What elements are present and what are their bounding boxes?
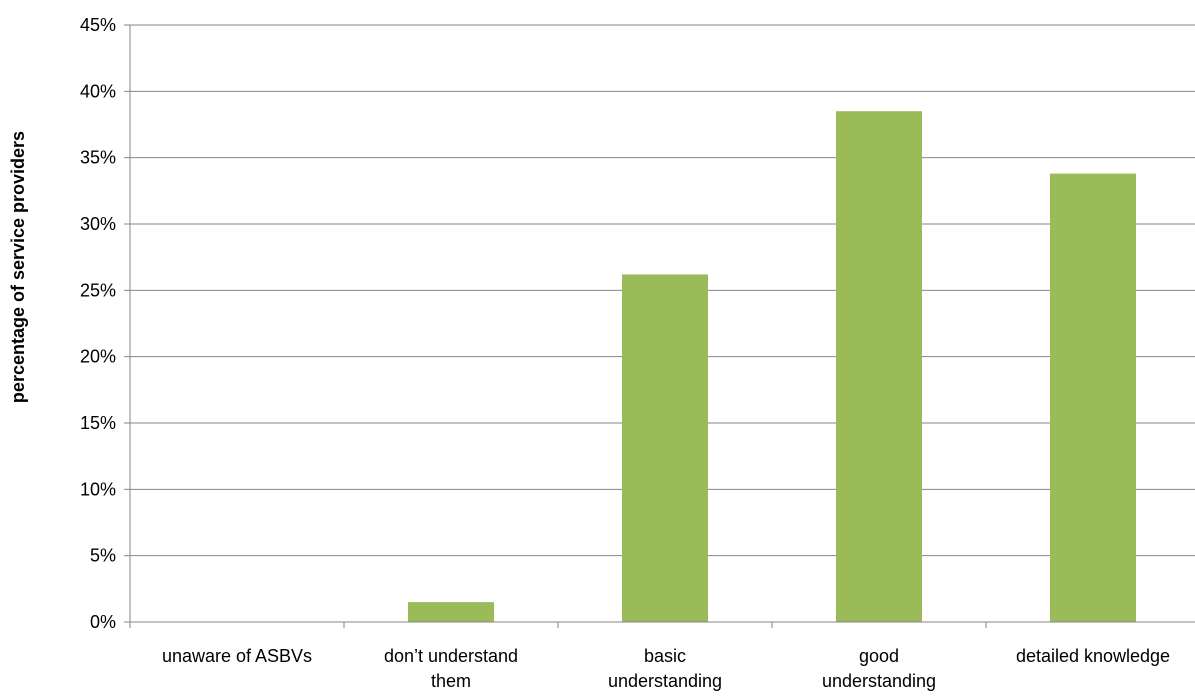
y-tick-label: 10% — [80, 479, 116, 499]
y-tick-label: 5% — [90, 546, 116, 566]
x-tick-labels: unaware of ASBVs don’t understand them basi… — [162, 646, 1170, 691]
x-tick-label: good understanding — [822, 646, 936, 691]
y-tick-label: 15% — [80, 413, 116, 433]
bar — [1050, 173, 1136, 622]
x-tick-label: basic understanding — [608, 646, 722, 691]
x-tick-label: don’t understand them — [384, 646, 518, 691]
y-tick-label: 30% — [80, 214, 116, 234]
bars — [408, 111, 1136, 622]
x-tick-label: unaware of ASBVs — [162, 646, 312, 666]
axes — [124, 24, 1195, 628]
y-tick-label: 45% — [80, 15, 116, 35]
bar — [622, 274, 708, 622]
bar — [836, 111, 922, 622]
y-tick-labels: 0% 5% 10% 15% 20% 25% 30% 35% 40% 45% — [80, 15, 116, 632]
y-tick-label: 0% — [90, 612, 116, 632]
x-tick-label: detailed knowledge — [1016, 646, 1170, 666]
bar — [408, 602, 494, 622]
y-axis-title: percentage of service providers — [8, 131, 28, 403]
y-tick-label: 20% — [80, 347, 116, 367]
y-tick-label: 35% — [80, 148, 116, 168]
y-tick-label: 40% — [80, 81, 116, 101]
y-tick-label: 25% — [80, 280, 116, 300]
